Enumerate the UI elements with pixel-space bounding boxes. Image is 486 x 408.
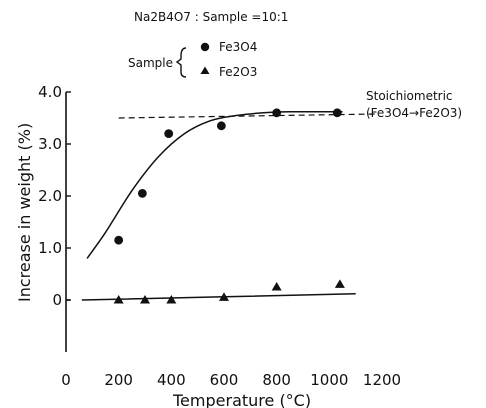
axis-ticks: 0 1.0 2.0 3.0 4.0 0 200 400 600 800 1000 1200 — [38, 83, 401, 389]
fit-curve-fe2o3 — [81, 293, 356, 301]
reference-label-2: (Fe3O4→Fe2O3) — [366, 106, 462, 120]
y-axis-title: Increase in weight (%) — [15, 123, 34, 302]
y-tick-label: 2.0 — [38, 187, 62, 205]
point-fe2o3 — [219, 292, 229, 301]
legend-label-fe2o3: Fe2O3 — [219, 65, 257, 79]
x-axis-title: Temperature (°C) — [172, 391, 311, 408]
x-tick-label: 600 — [210, 371, 239, 389]
point-fe3o4 — [272, 108, 282, 118]
legend-heading: Sample — [128, 56, 173, 70]
legend-label-fe3o4: Fe3O4 — [219, 40, 257, 54]
y-tick-label: 3.0 — [38, 135, 62, 153]
fit-curves — [81, 110, 356, 301]
fit-curve-fe3o4 — [86, 110, 343, 259]
x-tick-label: 200 — [104, 371, 133, 389]
x-tick-label: 1200 — [363, 371, 401, 389]
point-fe2o3 — [271, 282, 282, 291]
y-tick-label: 1.0 — [38, 239, 62, 257]
point-fe2o3 — [113, 295, 124, 304]
point-fe3o4 — [164, 129, 174, 139]
legend-circle-marker — [200, 42, 210, 52]
data-points — [113, 108, 345, 304]
x-tick-label: 1000 — [310, 371, 348, 389]
y-tick-label: 4.0 — [38, 83, 62, 101]
x-tick-label: 400 — [157, 371, 186, 389]
point-fe3o4 — [332, 108, 342, 118]
legend-brace — [175, 47, 187, 78]
point-fe2o3 — [334, 279, 345, 288]
x-tick-label: 800 — [262, 371, 291, 389]
point-fe3o4 — [216, 121, 226, 131]
point-fe2o3 — [140, 295, 150, 304]
point-fe3o4 — [137, 189, 147, 198]
point-fe3o4 — [114, 235, 124, 245]
legend-triangle-marker — [200, 66, 210, 74]
x-tick-label: 0 — [61, 371, 71, 389]
y-tick-label: 0 — [52, 291, 62, 309]
reference-label-1: Stoichiometric — [366, 89, 453, 103]
point-fe2o3 — [166, 295, 177, 304]
ratio-label: Na2B4O7 : Sample =10:1 — [134, 10, 288, 24]
